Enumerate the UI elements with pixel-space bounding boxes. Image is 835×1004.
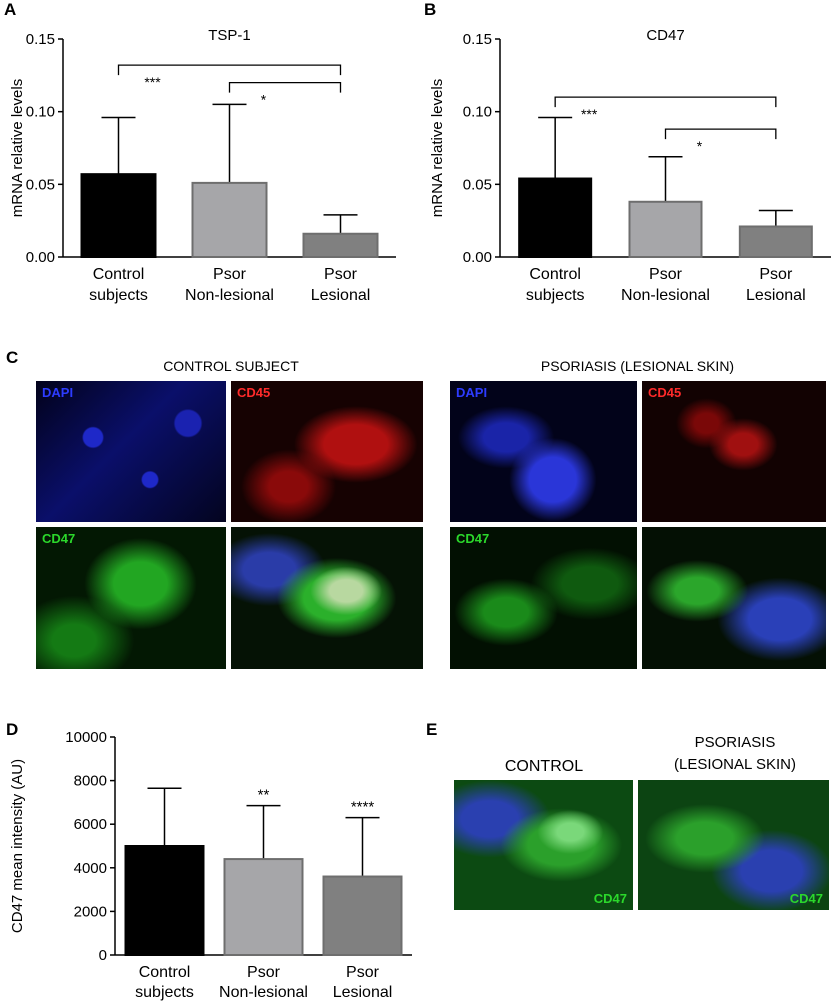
chart-cd47-mrna: CD47 mRNA relative levels 0.00 0.05 0.10 0.15… [429, 27, 831, 304]
chart-title: CD47 [646, 27, 684, 44]
significance-label: *** [144, 74, 161, 90]
x-tick-label: Control [93, 266, 145, 283]
y-tick-label: 0.10 [26, 104, 55, 121]
bar [628, 200, 703, 258]
y-tick-label: 8000 [74, 773, 107, 790]
chart-title: TSP-1 [208, 27, 251, 44]
significance-bracket [554, 96, 777, 108]
x-tick-label: Psor [346, 964, 380, 981]
control-merge-image [231, 527, 423, 669]
bar [191, 181, 268, 259]
panel-e-psoriasis-cd47-label: CD47 [789, 891, 823, 906]
control-cd45-label: CD45 [237, 385, 271, 400]
x-tick-label: Psor [247, 964, 281, 981]
control-cd47-image: CD47 [36, 527, 226, 669]
psoriasis-cd47-image: CD47 [450, 527, 637, 669]
significance-label: **** [351, 799, 375, 816]
x-tick-label: Non-lesional [621, 287, 710, 304]
significance-label: * [261, 92, 267, 108]
x-tick-label: Lesional [311, 287, 371, 304]
psoriasis-dapi-label: DAPI [456, 385, 488, 400]
bar [124, 845, 205, 956]
panel-e-psoriasis-title-2: (LESIONAL SKIN) [674, 756, 796, 773]
significance-bracket [117, 64, 342, 76]
panel-letter-a: A [4, 0, 17, 19]
x-tick-label: Lesional [333, 984, 393, 1001]
panel-e-control-cd47-label: CD47 [593, 891, 627, 906]
panel-e-control-title: CONTROL [504, 758, 584, 775]
panel-e-psoriasis-image: CD47 [638, 780, 829, 910]
panel-letter-e: E [426, 720, 438, 739]
control-cd47-label: CD47 [42, 531, 76, 546]
y-tick-label: 0.05 [26, 176, 55, 193]
control-dapi-label: DAPI [42, 385, 74, 400]
y-tick-label: 2000 [74, 903, 107, 920]
chart-tsp1: TSP-1 mRNA relative levels 0.00 0.05 0.10 0.1… [9, 27, 396, 304]
y-tick-label: 10000 [65, 729, 107, 746]
x-tick-label: Control [139, 964, 191, 981]
x-tick-label: Psor [649, 266, 683, 283]
panel-e-control-image: CD47 [454, 780, 633, 910]
psoriasis-cd45-image: CD45 [642, 381, 826, 522]
significance-label: * [697, 138, 703, 154]
x-tick-label: Control [529, 266, 581, 283]
x-tick-label: subjects [89, 287, 148, 304]
x-tick-label: Psor [759, 266, 793, 283]
y-tick-label: 0.15 [26, 31, 55, 48]
x-tick-label: Lesional [746, 287, 806, 304]
psoriasis-cd47-label: CD47 [456, 531, 490, 546]
psoriasis-merge-image [642, 527, 826, 669]
psoriasis-cd45-label: CD45 [648, 385, 682, 400]
bar [518, 177, 593, 259]
panel-letter-c: C [6, 348, 19, 367]
control-subject-title: CONTROL SUBJECT [163, 358, 299, 374]
bar [738, 225, 813, 258]
psoriasis-lesional-title: PSORIASIS (LESIONAL SKIN) [540, 358, 735, 374]
y-tick-label: 0 [99, 947, 107, 964]
bar [322, 875, 403, 957]
x-tick-label: Psor [324, 266, 358, 283]
panel-letter-d: D [6, 720, 19, 739]
x-tick-label: Psor [213, 266, 247, 283]
y-tick-label: 0.00 [26, 249, 55, 266]
bar [223, 858, 304, 956]
y-axis-label: mRNA relative levels [9, 79, 26, 217]
chart-cd47-intensity: CD47 mean intensity (AU) 0 2000 4000 6000 800… [9, 729, 412, 1001]
x-tick-label: subjects [526, 287, 585, 304]
y-axis-label: mRNA relative levels [429, 79, 446, 217]
y-tick-label: 6000 [74, 816, 107, 833]
y-tick-label: 0.15 [463, 31, 492, 48]
panel-e-psoriasis-title-1: PSORIASIS [694, 734, 776, 751]
y-axis-label: CD47 mean intensity (AU) [9, 759, 26, 933]
x-tick-label: Non-lesional [219, 984, 308, 1001]
significance-bracket [664, 128, 777, 140]
bar [80, 173, 157, 258]
x-tick-label: subjects [135, 984, 194, 1001]
bar [302, 232, 379, 259]
y-tick-label: 0.05 [463, 176, 492, 193]
y-tick-label: 0.00 [463, 249, 492, 266]
significance-bracket [228, 81, 342, 93]
significance-label: ** [258, 787, 270, 804]
y-tick-label: 0.10 [463, 104, 492, 121]
control-cd45-image: CD45 [231, 381, 423, 522]
y-tick-label: 4000 [74, 860, 107, 877]
psoriasis-dapi-image: DAPI [450, 381, 637, 522]
panel-letter-b: B [424, 0, 437, 19]
significance-label: *** [581, 106, 598, 122]
x-tick-label: Non-lesional [185, 287, 274, 304]
control-dapi-image: DAPI [36, 381, 226, 522]
